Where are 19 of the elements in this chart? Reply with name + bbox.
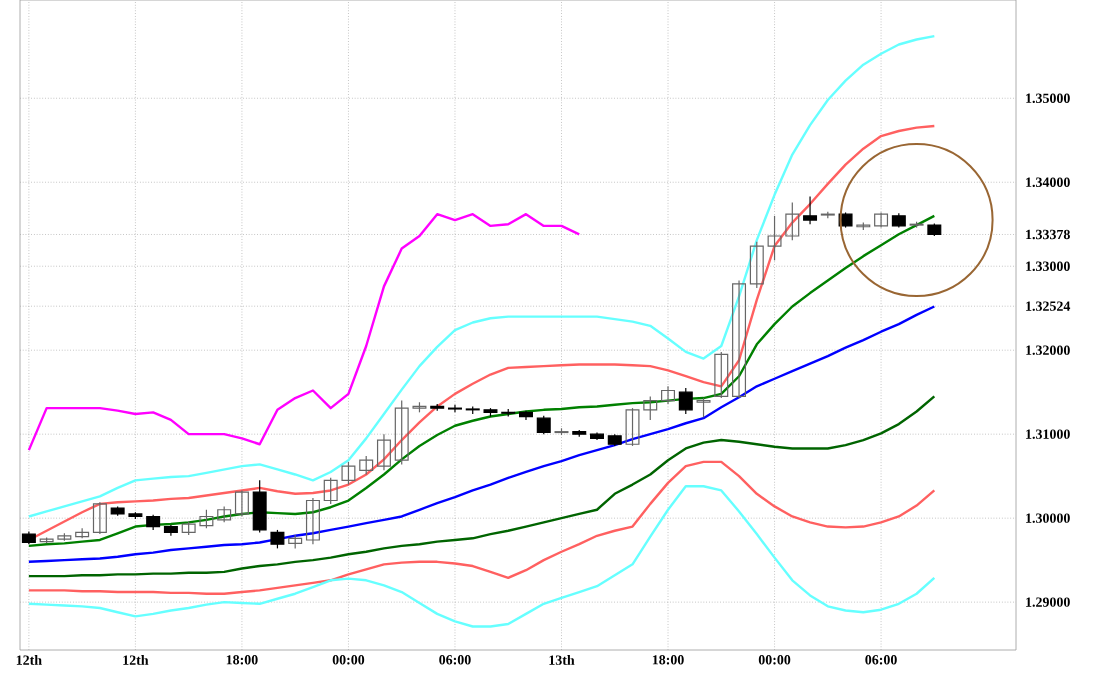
candlestick bbox=[252, 479, 267, 534]
candlestick bbox=[661, 385, 676, 405]
candlestick bbox=[749, 241, 764, 289]
candlestick bbox=[536, 415, 551, 435]
candlestick bbox=[678, 387, 693, 415]
candlestick bbox=[92, 501, 107, 535]
candlestick bbox=[714, 351, 729, 399]
candlestick bbox=[732, 279, 747, 399]
candlestick bbox=[376, 433, 391, 471]
candlestick bbox=[874, 211, 889, 229]
candlestick bbox=[270, 529, 285, 549]
candlestick bbox=[696, 397, 711, 418]
line-series bbox=[27, 214, 936, 548]
line-series bbox=[27, 485, 936, 628]
candlestick bbox=[359, 455, 374, 476]
candlestick bbox=[75, 527, 90, 539]
candlestick bbox=[234, 489, 249, 518]
candlestick bbox=[305, 497, 320, 545]
candlestick bbox=[803, 195, 818, 225]
